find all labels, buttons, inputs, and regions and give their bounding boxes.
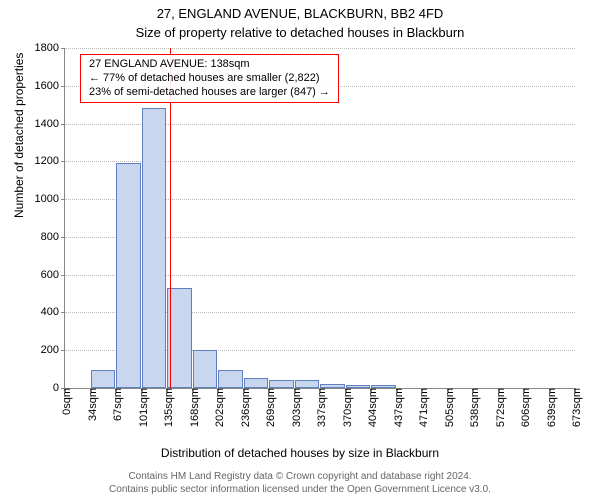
annotation-box: 27 ENGLAND AVENUE: 138sqm ← 77% of detac… [80,54,339,103]
histogram-bar [218,370,243,388]
y-axis-label: Number of detached properties [12,53,26,218]
xtick-label: 673sqm [567,388,583,427]
xtick-label: 236sqm [236,388,252,427]
xtick-label: 303sqm [287,388,303,427]
ytick-label: 1200 [35,155,65,167]
histogram-bar [167,288,192,388]
ytick-label: 1600 [35,80,65,92]
xtick-label: 337sqm [312,388,328,427]
x-axis-label: Distribution of detached houses by size … [0,446,600,460]
chart-title-subtitle: Size of property relative to detached ho… [0,21,600,40]
xtick-label: 168sqm [185,388,201,427]
xtick-label: 606sqm [516,388,532,427]
histogram-bar [244,378,269,388]
xtick-label: 135sqm [159,388,175,427]
annotation-line3: 23% of semi-detached houses are larger (… [89,86,330,100]
footer-line1: Contains HM Land Registry data © Crown c… [0,471,600,484]
xtick-label: 34sqm [83,388,99,421]
ytick-label: 200 [41,344,65,356]
annotation-line1: 27 ENGLAND AVENUE: 138sqm [89,58,330,72]
chart-container: 27, ENGLAND AVENUE, BLACKBURN, BB2 4FD S… [0,0,600,500]
ytick-label: 600 [41,269,65,281]
gridline [65,48,575,49]
xtick-label: 538sqm [465,388,481,427]
xtick-label: 639sqm [542,388,558,427]
chart-title-address: 27, ENGLAND AVENUE, BLACKBURN, BB2 4FD [0,0,600,21]
xtick-label: 370sqm [338,388,354,427]
histogram-bar [142,108,167,388]
xtick-label: 471sqm [414,388,430,427]
histogram-bar [116,163,141,388]
xtick-label: 269sqm [261,388,277,427]
xtick-label: 101sqm [134,388,150,427]
ytick-label: 800 [41,231,65,243]
ytick-label: 1800 [35,42,65,54]
histogram-bar [193,350,218,388]
xtick-label: 404sqm [363,388,379,427]
ytick-label: 1000 [35,193,65,205]
footer-line2: Contains public sector information licen… [0,484,600,497]
ytick-label: 1400 [35,118,65,130]
histogram-bar [91,370,116,388]
xtick-label: 505sqm [440,388,456,427]
histogram-bar [295,380,320,388]
xtick-label: 437sqm [389,388,405,427]
xtick-label: 202sqm [210,388,226,427]
xtick-label: 0sqm [57,388,73,415]
footer: Contains HM Land Registry data © Crown c… [0,471,600,496]
xtick-label: 67sqm [108,388,124,421]
annotation-line2: ← 77% of detached houses are smaller (2,… [89,72,330,86]
ytick-label: 400 [41,306,65,318]
histogram-bar [269,380,294,389]
xtick-label: 572sqm [491,388,507,427]
